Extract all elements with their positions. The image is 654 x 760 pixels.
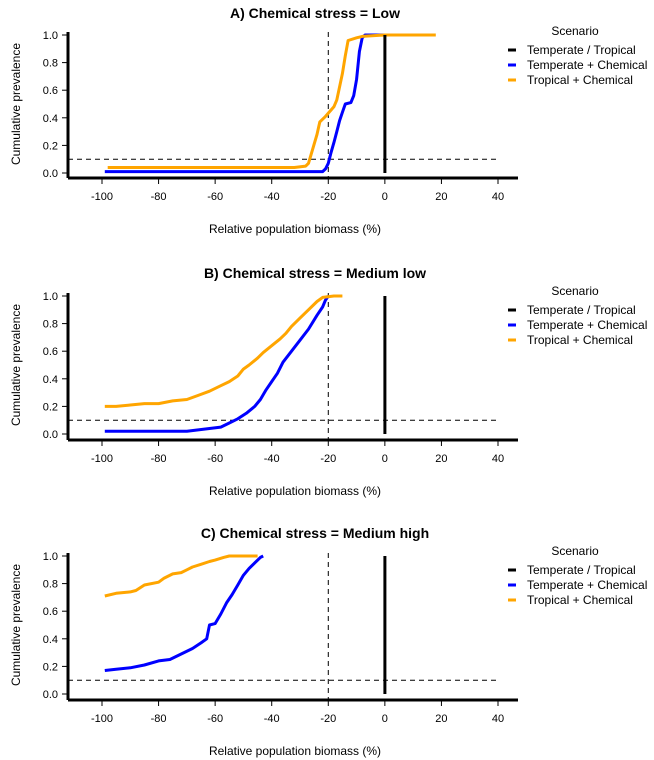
- x-tick-label: -60: [207, 191, 223, 203]
- x-tick-label: 20: [435, 713, 447, 725]
- legend-entry: Temperate / Tropical: [527, 43, 636, 57]
- x-tick-label: -100: [91, 191, 113, 203]
- y-tick-label: 0.2: [43, 140, 58, 152]
- y-tick-label: 0.6: [43, 606, 58, 618]
- x-tick-label: -80: [151, 453, 167, 465]
- x-tick-label: -20: [320, 713, 336, 725]
- series-line-2: [104, 33, 385, 174]
- legend-entry: Tropical + Chemical: [527, 73, 633, 87]
- series-line-3: [104, 294, 343, 408]
- x-tick-label: -40: [264, 713, 280, 725]
- x-tick-label: -40: [264, 191, 280, 203]
- legend-entry: Temperate / Tropical: [527, 303, 636, 317]
- legend-entry: Tropical + Chemical: [527, 333, 633, 347]
- legend-entry: Temperate / Tropical: [527, 563, 636, 577]
- series-line-2: [104, 295, 330, 433]
- series-line-3: [107, 33, 436, 169]
- y-tick-label: 1.0: [43, 291, 58, 303]
- legend-title: Scenario: [551, 544, 599, 558]
- y-tick-label: 1.0: [43, 30, 58, 42]
- series-line-2: [104, 554, 264, 672]
- y-tick-label: 0.6: [43, 346, 58, 358]
- y-tick-label: 0.4: [43, 634, 58, 646]
- chart-panel-1: A) Chemical stress = Low 0.0 0.2 0.4 0.6 0.8 1…: [9, 5, 647, 236]
- y-tick-label: 0.6: [43, 85, 58, 97]
- legend-entry: Temperate + Chemical: [527, 58, 647, 72]
- y-tick-label: 0.0: [43, 168, 58, 180]
- legend-entry: Tropical + Chemical: [527, 593, 633, 607]
- x-tick-label: -80: [151, 713, 167, 725]
- y-axis-label: Cumulative prevalence: [9, 564, 23, 686]
- x-tick-label: 40: [492, 191, 504, 203]
- y-tick-label: 0.0: [43, 689, 58, 701]
- x-axis-label: Relative population biomass (%): [209, 484, 381, 498]
- y-tick-label: 1.0: [43, 551, 58, 563]
- chart-title: C) Chemical stress = Medium high: [201, 525, 429, 541]
- chart-panel-2: B) Chemical stress = Medium low 0.0 0.2 0.4…: [9, 265, 647, 498]
- legend-entry: Temperate + Chemical: [527, 578, 647, 592]
- legend-title: Scenario: [551, 284, 599, 298]
- x-tick-label: -100: [91, 713, 113, 725]
- y-tick-label: 0.4: [43, 374, 58, 386]
- legend-entry: Temperate + Chemical: [527, 318, 647, 332]
- x-tick-label: 20: [435, 453, 447, 465]
- chart-title: A) Chemical stress = Low: [230, 5, 400, 21]
- x-tick-label: -20: [320, 191, 336, 203]
- x-tick-label: 0: [382, 453, 388, 465]
- chart-title: B) Chemical stress = Medium low: [204, 265, 426, 281]
- y-axis-label: Cumulative prevalence: [9, 43, 23, 165]
- y-tick-label: 0.4: [43, 113, 58, 125]
- x-tick-label: -60: [207, 713, 223, 725]
- x-tick-label: -20: [320, 453, 336, 465]
- y-tick-label: 0.0: [43, 429, 58, 441]
- x-tick-label: 40: [492, 453, 504, 465]
- x-axis-label: Relative population biomass (%): [209, 744, 381, 758]
- y-tick-label: 0.2: [43, 661, 58, 673]
- x-tick-label: -40: [264, 453, 280, 465]
- chart-panel-3: C) Chemical stress = Medium high 0.0 0.2 0.…: [9, 525, 647, 758]
- y-tick-label: 0.8: [43, 319, 58, 331]
- x-tick-label: -60: [207, 453, 223, 465]
- x-tick-label: 0: [382, 191, 388, 203]
- x-tick-label: 40: [492, 713, 504, 725]
- y-tick-label: 0.2: [43, 401, 58, 413]
- y-tick-label: 0.8: [43, 58, 58, 70]
- y-axis-label: Cumulative prevalence: [9, 304, 23, 426]
- y-tick-label: 0.8: [43, 579, 58, 591]
- x-tick-label: 20: [435, 191, 447, 203]
- x-tick-label: 0: [382, 713, 388, 725]
- legend-title: Scenario: [551, 24, 599, 38]
- x-tick-label: -100: [91, 453, 113, 465]
- series-line-3: [104, 554, 258, 598]
- x-tick-label: -80: [151, 191, 167, 203]
- x-axis-label: Relative population biomass (%): [209, 222, 381, 236]
